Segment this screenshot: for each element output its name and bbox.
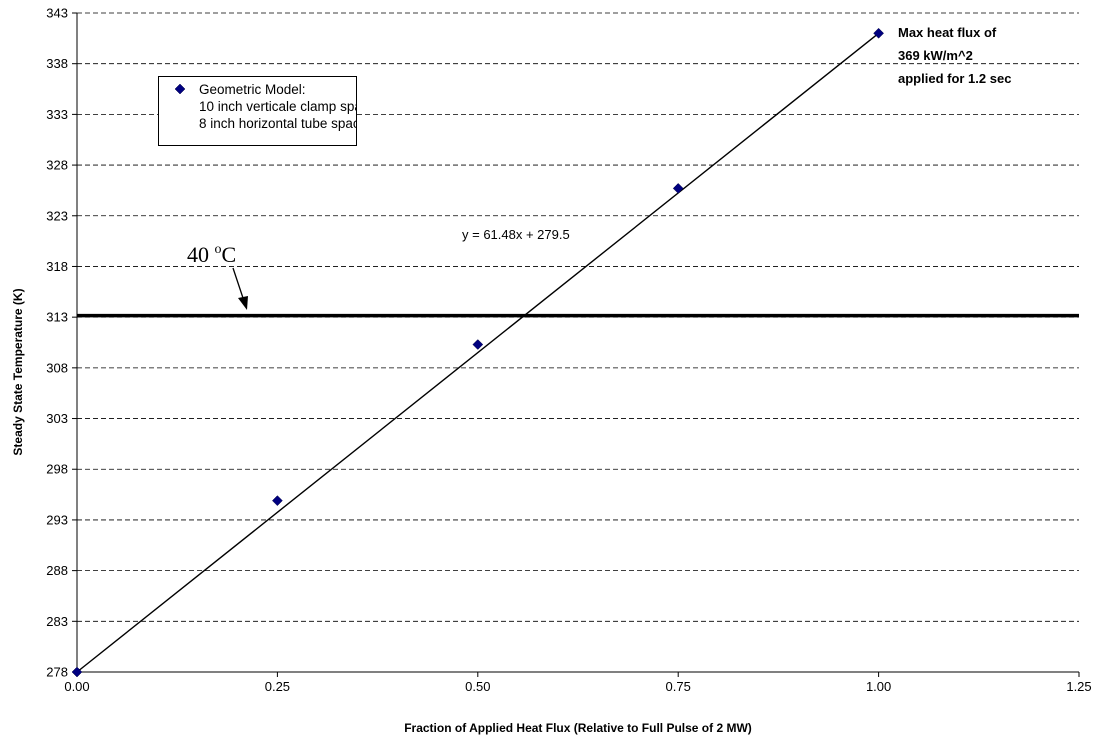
annotation-line-1: Max heat flux of xyxy=(898,25,997,40)
reference-label-degree: o xyxy=(215,242,222,257)
legend-line-2: 10 inch verticale clamp spacing, xyxy=(199,99,390,114)
annotation-line-2: 369 kW/m^2 xyxy=(898,48,973,63)
y-tick-label-343: 343 xyxy=(46,6,68,21)
y-tick-label-318: 318 xyxy=(46,259,68,274)
y-tick-label-323: 323 xyxy=(46,208,68,223)
y-tick-label-308: 308 xyxy=(46,360,68,375)
data-point-0 xyxy=(71,666,83,678)
trendline-equation: y = 61.48x + 279.5 xyxy=(462,227,570,242)
y-tick-label-303: 303 xyxy=(46,411,68,426)
y-tick-label-278: 278 xyxy=(46,665,68,680)
reference-arrow xyxy=(232,267,248,310)
trendline xyxy=(76,32,880,673)
legend-box: Geometric Model: 10 inch verticale clamp… xyxy=(158,76,390,146)
reference-label-unit: C xyxy=(222,242,237,267)
y-tick-label-293: 293 xyxy=(46,512,68,527)
x-tick-labels: 0.00 0.25 0.50 0.75 1.00 1.25 xyxy=(64,679,1091,694)
data-point-4 xyxy=(873,27,884,39)
max-flux-annotation: Max heat flux of 369 kW/m^2 applied for … xyxy=(898,25,1011,86)
data-point-2 xyxy=(472,339,484,350)
x-tick-label-0.00: 0.00 xyxy=(64,679,89,694)
reference-label-40C: 40 oC xyxy=(187,242,236,267)
x-tick-label-0.25: 0.25 xyxy=(265,679,290,694)
data-point-1 xyxy=(272,495,283,507)
legend: Geometric Model: 10 inch verticale clamp… xyxy=(158,76,390,146)
x-tick-label-1.00: 1.00 xyxy=(866,679,891,694)
legend-marker-icon xyxy=(174,83,186,95)
y-tick-label-328: 328 xyxy=(46,158,68,173)
x-axis-title: Fraction of Applied Heat Flux (Relative … xyxy=(404,721,752,735)
x-tick-label-0.50: 0.50 xyxy=(465,679,490,694)
y-tick-label-288: 288 xyxy=(46,563,68,578)
x-tick-label-0.75: 0.75 xyxy=(666,679,691,694)
annotation-line-3: applied for 1.2 sec xyxy=(898,71,1011,86)
y-tick-label-333: 333 xyxy=(46,107,68,122)
y-tick-label-298: 298 xyxy=(46,462,68,477)
y-tick-labels: 278 283 288 293 298 303 308 313 318 323 328 333 338 3… xyxy=(46,6,68,680)
x-tick-label-1.25: 1.25 xyxy=(1066,679,1091,694)
y-tick-label-338: 338 xyxy=(46,56,68,71)
y-tick-label-283: 283 xyxy=(46,614,68,629)
y-tick-label-313: 313 xyxy=(46,310,68,325)
data-point-3 xyxy=(672,183,684,194)
legend-line-3: 8 inch horizontal tube spacing xyxy=(199,116,378,131)
legend-line-1: Geometric Model: xyxy=(199,82,306,97)
data-points xyxy=(71,27,884,678)
reference-label-number: 40 xyxy=(187,242,215,267)
y-axis-title: Steady State Temperature (K) xyxy=(11,288,25,455)
